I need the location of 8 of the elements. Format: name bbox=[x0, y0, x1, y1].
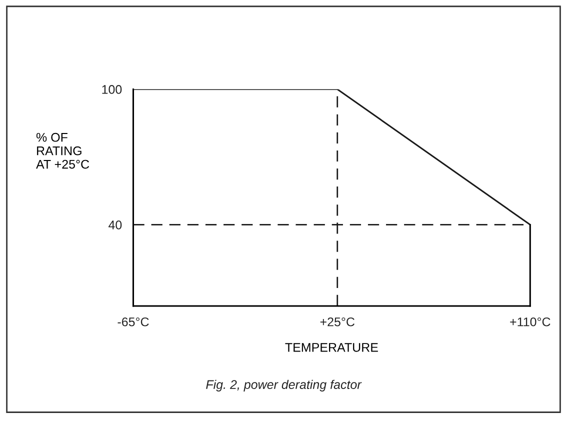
x-axis-title: TEMPERATURE bbox=[285, 343, 378, 352]
x-tick-label: +25°C bbox=[320, 317, 355, 326]
x-tick-label: -65°C bbox=[118, 317, 149, 326]
y-axis-title: % OF RATING AT +25°C bbox=[36, 132, 90, 169]
y-tick-label: 40 bbox=[108, 220, 122, 230]
x-tick-label: +110°C bbox=[510, 317, 550, 326]
y-tick-label: 100 bbox=[102, 85, 122, 94]
caption: Fig. 2, power derating factor bbox=[206, 380, 362, 392]
